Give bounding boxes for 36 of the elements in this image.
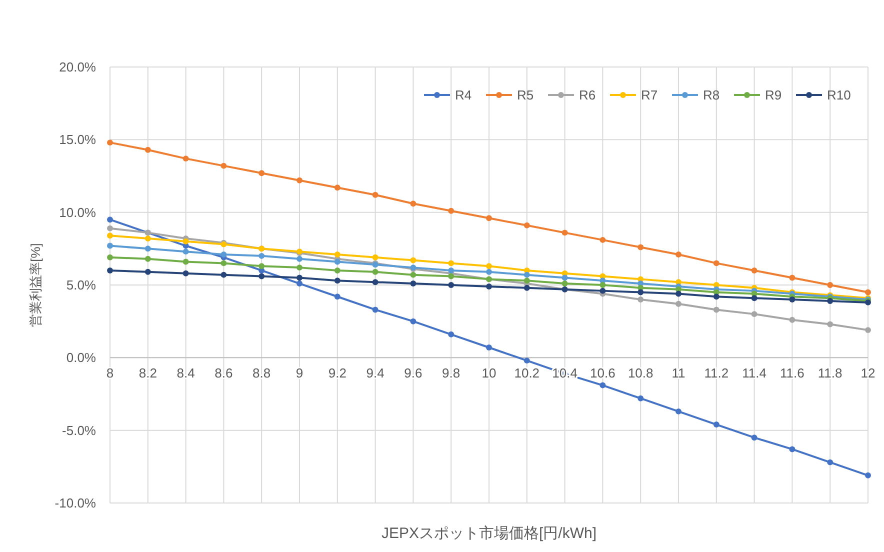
x-tick-label: 9	[296, 366, 304, 381]
legend-label: R8	[703, 88, 720, 103]
legend-label: R9	[765, 88, 782, 103]
x-tick-label: 8.2	[138, 366, 157, 381]
x-tick-label: 11	[672, 366, 686, 381]
x-tick-label: 11.6	[780, 366, 804, 381]
x-tick-label: 10.6	[590, 366, 616, 381]
x-tick-label: 11.4	[742, 366, 766, 381]
y-axis-title: 営業利益率[%]	[28, 243, 43, 327]
y-tick-label: 20.0%	[59, 60, 96, 75]
legend-label: R4	[455, 88, 472, 103]
x-tick-label: 9.8	[442, 366, 460, 381]
legend-label: R6	[579, 88, 596, 103]
y-tick-label: 0.0%	[66, 350, 96, 366]
x-tick-label: 9.6	[404, 366, 422, 381]
y-tick-label: 5.0%	[66, 278, 96, 293]
y-tick-label: -10.0%	[54, 496, 96, 511]
x-tick-label: 12	[860, 366, 876, 381]
y-tick-label: 10.0%	[59, 204, 96, 220]
legend-label: R10	[827, 88, 851, 103]
x-tick-label: 10.8	[628, 366, 654, 381]
x-tick-label: 8.6	[214, 366, 233, 381]
x-tick-label: 8.4	[176, 366, 195, 381]
x-tick-label: 9.4	[366, 366, 384, 381]
x-tick-label: 9.2	[328, 366, 346, 381]
x-tick-label: 10	[482, 366, 496, 381]
x-axis-title: JEPXスポット市場価格[円/kWh]	[381, 525, 597, 542]
y-tick-label: -5.0%	[62, 422, 96, 438]
y-tick-label: 15.0%	[59, 132, 96, 148]
legend-label: R7	[641, 88, 658, 103]
legend-label: R5	[517, 88, 534, 103]
x-tick-label: 8	[106, 366, 114, 381]
x-tick-label: 8.8	[252, 366, 271, 381]
x-tick-label: 11.8	[818, 366, 842, 381]
x-tick-label: 11.2	[704, 366, 729, 381]
x-tick-label: 10.2	[514, 366, 540, 381]
